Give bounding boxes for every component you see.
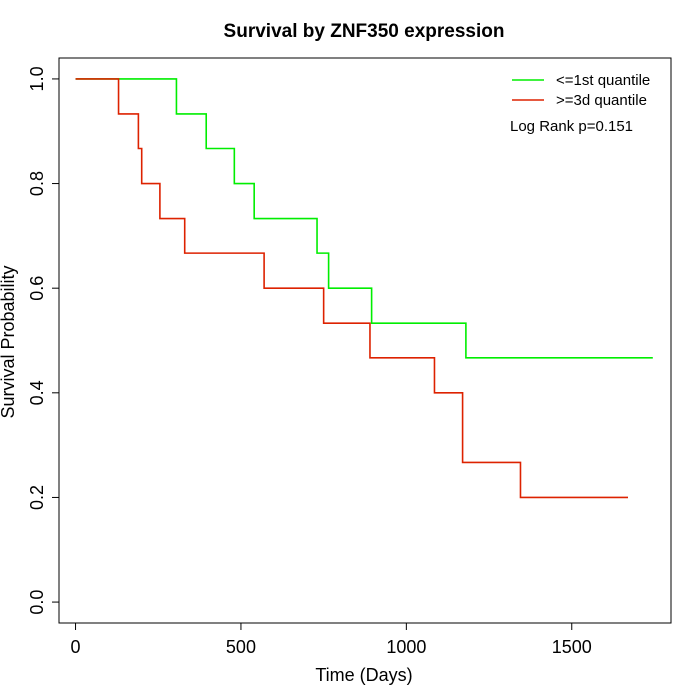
y-tick-label: 1.0 (27, 66, 47, 91)
plot-frame (58, 57, 672, 624)
y-tick-label: 0.6 (27, 276, 47, 301)
legend-label-series-1: <=1st quantile (556, 72, 650, 89)
x-axis: 0 500 1000 1500 (71, 622, 592, 657)
y-axis: 0.0 0.2 0.4 0.6 0.8 1.0 (27, 66, 60, 615)
x-axis-label: Time (Days) (315, 665, 412, 685)
y-tick-label: 0.2 (27, 485, 47, 510)
log-rank-annotation: Log Rank p=0.151 (510, 118, 633, 135)
x-tick-label: 1500 (552, 637, 592, 657)
series-layer (75, 78, 653, 499)
chart-title: Survival by ZNF350 expression (224, 21, 505, 42)
survival-curve-series-2 (75, 78, 628, 499)
y-tick-label: 0.8 (27, 171, 47, 196)
legend: <=1st quantile >=3d quantile Log Rank p=… (510, 72, 650, 135)
x-tick-label: 500 (226, 637, 256, 657)
y-tick-label: 0.4 (27, 380, 47, 405)
y-axis-label: Survival Probability (0, 265, 18, 418)
x-tick-label: 1000 (386, 637, 426, 657)
survival-curve-series-1 (75, 78, 653, 359)
y-tick-label: 0.0 (27, 590, 47, 615)
legend-label-series-2: >=3d quantile (556, 92, 647, 109)
x-tick-label: 0 (71, 637, 81, 657)
